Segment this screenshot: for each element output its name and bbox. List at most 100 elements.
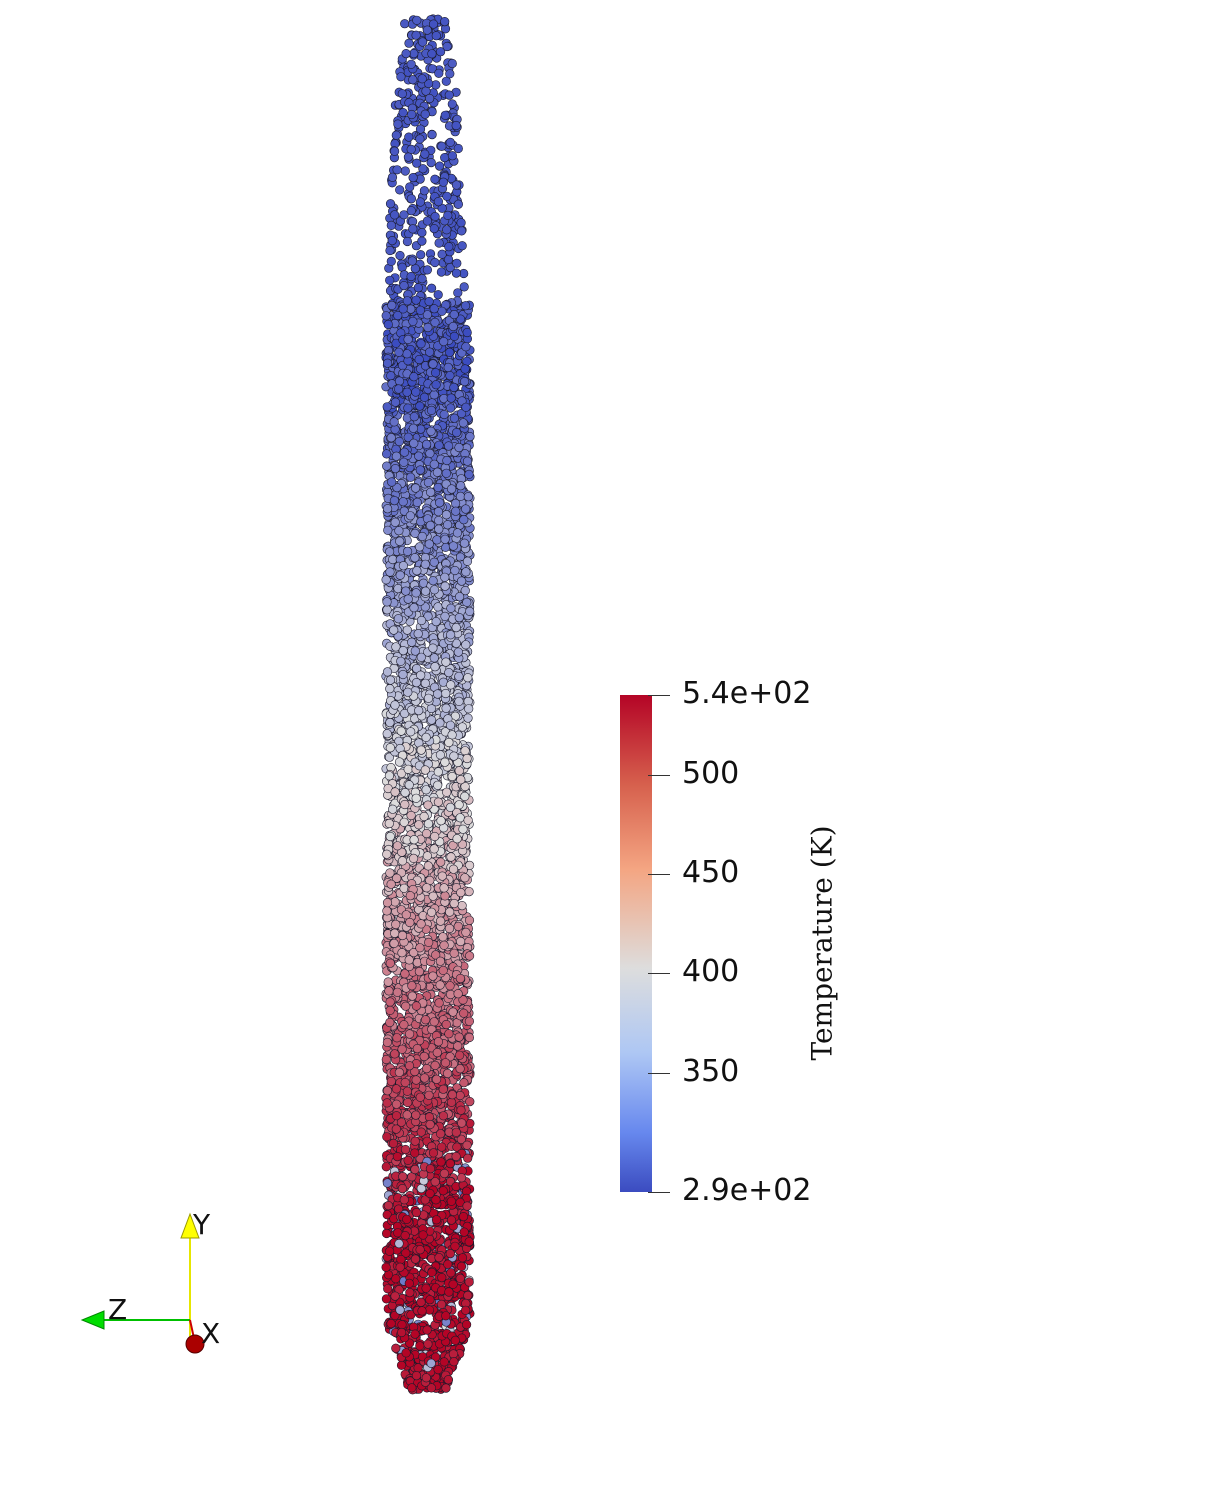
particle — [406, 472, 416, 482]
particle — [417, 274, 427, 284]
particle — [408, 173, 418, 183]
particle — [403, 152, 414, 162]
particle — [381, 1294, 392, 1304]
particle — [441, 703, 451, 713]
particle — [427, 49, 437, 59]
particle — [436, 1299, 447, 1309]
particle — [416, 1297, 426, 1307]
particle — [433, 1364, 443, 1375]
particle — [404, 132, 414, 142]
particle — [395, 1305, 405, 1315]
particle — [387, 172, 398, 182]
particle — [433, 602, 443, 612]
particle — [451, 180, 462, 190]
particle — [420, 109, 430, 119]
particle — [409, 48, 419, 59]
particle — [385, 199, 396, 209]
particle — [456, 1261, 467, 1271]
particle-bed — [381, 14, 475, 1395]
particle — [382, 1228, 392, 1239]
particle — [403, 403, 413, 413]
particle — [455, 1090, 465, 1101]
particle — [437, 141, 447, 151]
particle — [453, 1041, 463, 1051]
particle — [406, 144, 416, 154]
particle — [390, 1291, 400, 1301]
particle — [400, 166, 410, 176]
particle — [438, 1111, 449, 1121]
particle — [426, 715, 437, 725]
particle — [404, 38, 414, 48]
particle — [438, 177, 449, 187]
particle — [405, 1029, 415, 1039]
particle — [423, 861, 433, 871]
particle — [458, 1211, 469, 1222]
particle — [405, 182, 415, 192]
particle — [458, 824, 468, 834]
particle — [429, 224, 439, 234]
particle — [434, 238, 444, 248]
particle — [459, 282, 469, 292]
particle — [451, 268, 462, 278]
particle — [440, 16, 450, 27]
particle — [416, 250, 426, 260]
particle — [387, 236, 397, 246]
particle — [456, 936, 466, 947]
particle — [457, 722, 468, 732]
particle — [414, 354, 424, 365]
particle — [409, 412, 419, 422]
particle — [390, 210, 400, 220]
particle — [427, 64, 438, 74]
particle — [465, 432, 475, 442]
particle — [454, 442, 464, 453]
particle — [453, 288, 463, 298]
particle — [425, 347, 435, 357]
particle — [413, 1363, 423, 1373]
particle — [417, 74, 427, 84]
particle — [391, 130, 401, 140]
particle — [406, 271, 416, 282]
particle — [442, 191, 452, 201]
particle — [460, 746, 470, 756]
particle — [448, 1349, 459, 1359]
particle — [408, 224, 418, 234]
particle — [446, 1215, 457, 1225]
particle — [391, 1274, 401, 1284]
particle — [382, 1132, 392, 1142]
particle — [420, 559, 431, 569]
particle — [403, 546, 413, 557]
particle — [430, 212, 440, 222]
particle — [393, 119, 403, 129]
particle — [464, 1277, 474, 1287]
particle — [436, 267, 447, 277]
particle — [425, 1295, 435, 1305]
particle — [440, 581, 450, 591]
particle — [420, 1073, 430, 1083]
particle — [424, 78, 434, 89]
particle — [430, 174, 440, 184]
particle — [402, 1086, 413, 1096]
particle — [395, 250, 405, 261]
particle — [425, 93, 435, 104]
particle — [406, 206, 416, 216]
particle — [442, 225, 452, 235]
particle — [445, 69, 455, 79]
particle — [445, 263, 455, 273]
particle — [396, 726, 406, 736]
particle — [443, 210, 453, 220]
particle — [399, 281, 409, 291]
particle — [447, 484, 457, 494]
particle — [440, 572, 450, 582]
particle — [422, 1325, 432, 1335]
particle — [407, 109, 417, 120]
particle — [408, 316, 418, 327]
particle — [397, 1183, 408, 1194]
particle — [442, 455, 452, 466]
particle — [428, 19, 439, 29]
particle — [418, 164, 428, 174]
particle — [385, 1017, 395, 1028]
particle — [433, 290, 443, 300]
particle — [438, 1186, 448, 1196]
particle — [397, 1327, 407, 1338]
